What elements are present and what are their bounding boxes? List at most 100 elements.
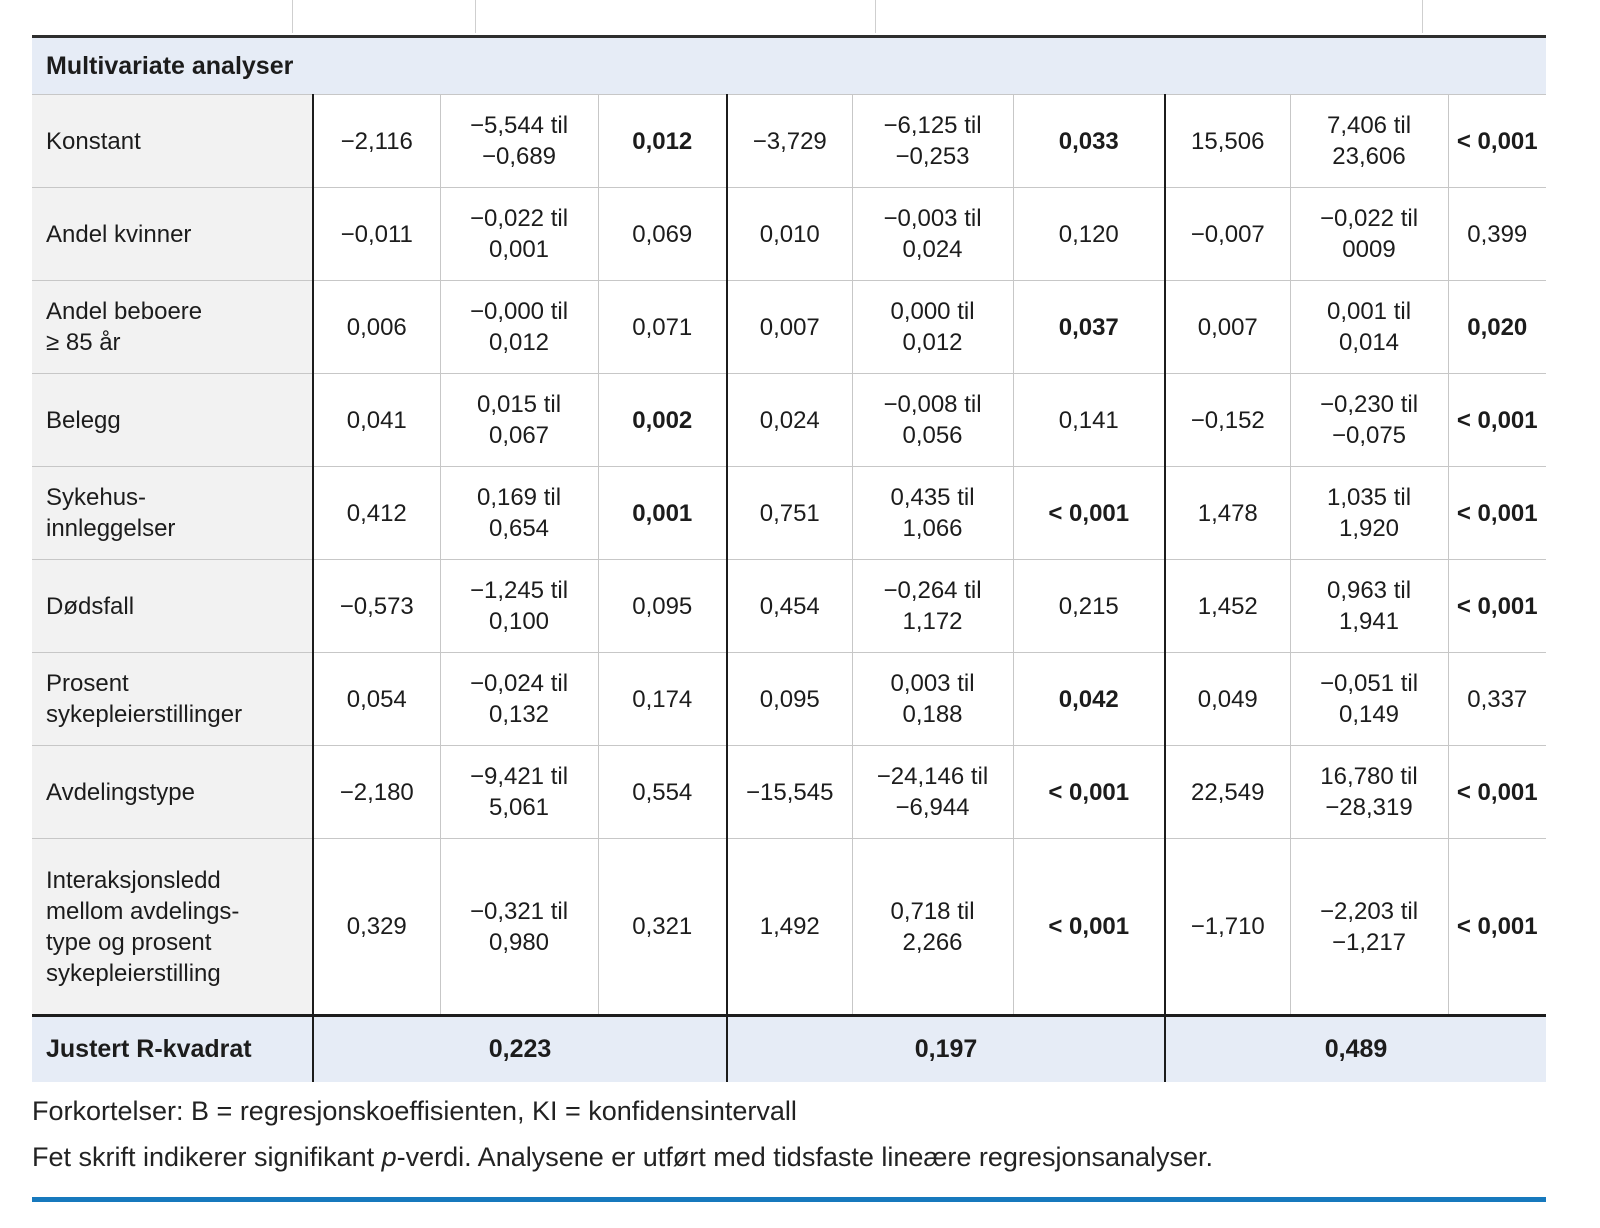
table-row-andel-beboere: Andel beboere ≥ 85 år 0,006 −0,000 til 0… [32,280,1546,374]
cell-p: 0,002 [597,373,727,467]
table-row-belegg: Belegg 0,041 0,015 til 0,067 0,002 0,024… [32,373,1546,467]
cropped-gridline [1422,0,1423,33]
cell-p: 0,042 [1012,652,1165,746]
cell-p: 0,069 [597,187,727,281]
cell-ki: −5,544 til −0,689 [439,94,598,188]
row-label: Prosent sykepleierstillinger [32,652,313,746]
adjusted-r-squared-row: Justert R-kvadrat 0,223 0,197 0,489 [32,1014,1546,1082]
cell-b: 0,007 [726,280,852,374]
cell-ki: 0,435 til 1,066 [851,466,1013,560]
cell-b: −2,116 [312,94,440,188]
cell-p: < 0,001 [1447,559,1546,653]
cell-p: 0,001 [597,466,727,560]
row-label: Andel beboere ≥ 85 år [32,280,313,374]
cell-ki: 0,963 til 1,941 [1289,559,1448,653]
cell-b: 0,454 [726,559,852,653]
row-label: Andel kvinner [32,187,313,281]
cell-p: 0,071 [597,280,727,374]
cell-ki: 1,035 til 1,920 [1289,466,1448,560]
cell-b: −0,152 [1164,373,1290,467]
row-label: Belegg [32,373,313,467]
bottom-divider-rule [32,1197,1546,1202]
cell-p: 0,321 [597,838,727,1016]
adjusted-r-squared-value: 0,223 [312,1014,727,1082]
cell-p: 0,012 [597,94,727,188]
cell-ki: 0,003 til 0,188 [851,652,1013,746]
cell-b: −0,573 [312,559,440,653]
cell-p: < 0,001 [1447,94,1546,188]
cell-ki: 0,001 til 0,014 [1289,280,1448,374]
table-row-dodsfall: Dødsfall −0,573 −1,245 til 0,100 0,095 0… [32,559,1546,653]
cell-b: 0,006 [312,280,440,374]
cell-p: < 0,001 [1012,838,1165,1016]
cell-b: −0,011 [312,187,440,281]
cell-p: < 0,001 [1447,466,1546,560]
cell-b: 1,492 [726,838,852,1016]
cell-b: 0,049 [1164,652,1290,746]
cell-p: 0,033 [1012,94,1165,188]
cell-b: 0,751 [726,466,852,560]
cell-b: 1,478 [1164,466,1290,560]
cell-b: 0,095 [726,652,852,746]
cell-ki: −0,051 til 0,149 [1289,652,1448,746]
adjusted-r-squared-label: Justert R-kvadrat [32,1014,313,1082]
cell-ki: 0,000 til 0,012 [851,280,1013,374]
cell-p: 0,174 [597,652,727,746]
cell-p: 0,337 [1447,652,1546,746]
table-title: Multivariate analyser [32,36,1546,95]
cell-ki: −0,321 til 0,980 [439,838,598,1016]
cell-ki: 0,015 til 0,067 [439,373,598,467]
table-row-sykehusinnleggelser: Sykehus- innleggelser 0,412 0,169 til 0,… [32,466,1546,560]
cell-b: 0,054 [312,652,440,746]
table-row-konstant: Konstant −2,116 −5,544 til −0,689 0,012 … [32,94,1546,188]
cell-b: −1,710 [1164,838,1290,1016]
cell-p: < 0,001 [1447,838,1546,1016]
table-row-andel-kvinner: Andel kvinner −0,011 −0,022 til 0,001 0,… [32,187,1546,281]
cell-p: 0,215 [1012,559,1165,653]
cropped-gridline [292,0,293,33]
cell-ki: −0,000 til 0,012 [439,280,598,374]
cell-b: −3,729 [726,94,852,188]
footnote-significance: Fet skrift indikerer signifikant p-verdi… [32,1142,1214,1172]
cell-ki: 7,406 til 23,606 [1289,94,1448,188]
cell-b: 0,041 [312,373,440,467]
adjusted-r-squared-value: 0,489 [1164,1014,1546,1082]
cell-b: 0,329 [312,838,440,1016]
cell-ki: 0,718 til 2,266 [851,838,1013,1016]
multivariate-analysis-table: Multivariate analyser Konstant −2,116 −5… [32,35,1546,1082]
cell-ki: −0,003 til 0,024 [851,187,1013,281]
cell-ki: −0,022 til 0,001 [439,187,598,281]
row-label: Avdelingstype [32,745,313,839]
cell-ki: −9,421 til 5,061 [439,745,598,839]
table-row-interaksjonsledd: Interaksjonsledd mellom avdelings- type … [32,838,1546,1016]
row-label: Interaksjonsledd mellom avdelings- type … [32,838,313,1016]
cell-b: 1,452 [1164,559,1290,653]
cell-p: < 0,001 [1012,466,1165,560]
row-label: Sykehus- innleggelser [32,466,313,560]
cell-ki: 16,780 til −28,319 [1289,745,1448,839]
table-footnotes: Forkortelser: B = regresjonskoeffisiente… [32,1088,1546,1180]
footnote-abbreviations: Forkortelser: B = regresjonskoeffisiente… [32,1096,797,1126]
table-row-avdelingstype: Avdelingstype −2,180 −9,421 til 5,061 0,… [32,745,1546,839]
cell-p: 0,554 [597,745,727,839]
cell-ki: −0,024 til 0,132 [439,652,598,746]
cell-b: −15,545 [726,745,852,839]
cropped-gridline [875,0,876,33]
cell-p: 0,399 [1447,187,1546,281]
row-label: Konstant [32,94,313,188]
table-row-prosent-sykepleierstillinger: Prosent sykepleierstillinger 0,054 −0,02… [32,652,1546,746]
cell-p: < 0,001 [1447,745,1546,839]
cell-b: 15,506 [1164,94,1290,188]
cell-b: 0,024 [726,373,852,467]
cell-ki: −24,146 til −6,944 [851,745,1013,839]
cell-p: < 0,001 [1012,745,1165,839]
adjusted-r-squared-value: 0,197 [726,1014,1165,1082]
cell-b: −2,180 [312,745,440,839]
cell-p: 0,141 [1012,373,1165,467]
cell-ki: −0,230 til −0,075 [1289,373,1448,467]
cell-b: 22,549 [1164,745,1290,839]
cell-p: 0,095 [597,559,727,653]
cell-ki: −0,264 til 1,172 [851,559,1013,653]
cell-ki: −1,245 til 0,100 [439,559,598,653]
